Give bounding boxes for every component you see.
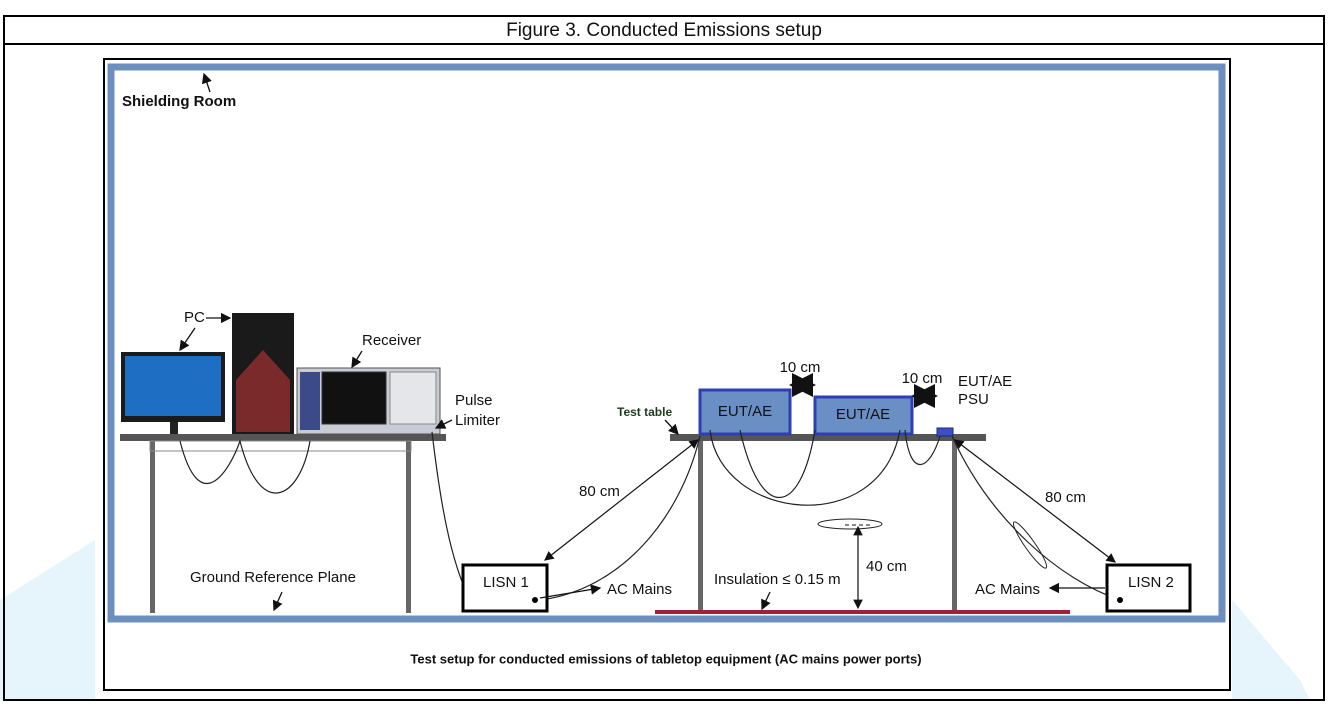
ac-mains-label: AC Mains (975, 581, 1040, 598)
table-leg (698, 441, 703, 613)
lisn (461, 563, 549, 613)
monitor-stand (170, 422, 178, 434)
shielding-room (107, 63, 1226, 623)
height-label: 40 cm (866, 558, 907, 575)
arrow (761, 591, 771, 611)
ac-mains-label: AC Mains (607, 581, 672, 598)
arrow (201, 72, 212, 93)
terminal (532, 597, 538, 603)
figure-frame (3, 15, 1325, 701)
arrow (351, 350, 363, 369)
eut-box (813, 395, 914, 436)
cable (739, 429, 816, 498)
shielding-room-label: Shielding Room (122, 93, 236, 110)
psu-label: EUT/AE (958, 373, 1012, 390)
arrow (664, 419, 679, 435)
lisn-label: LISN 2 (1128, 574, 1174, 591)
pulse-limiter-label: Pulse (455, 392, 493, 409)
table-leg (952, 441, 957, 613)
lisn (1105, 563, 1192, 613)
figure-title: Figure 3. Conducted Emissions setup (506, 20, 822, 41)
table (120, 434, 446, 441)
distance-label: 80 cm (1045, 489, 1086, 506)
eut-label: EUT/AE (718, 403, 772, 420)
receiver-keys (389, 371, 437, 425)
arrow (434, 419, 453, 429)
pc-label: PC (184, 309, 205, 326)
lisn-label: LISN 1 (483, 574, 529, 591)
terminal (1117, 597, 1123, 603)
table-leg (150, 441, 155, 613)
watermark (0, 540, 95, 700)
table-apron (149, 440, 412, 452)
cable-loop (817, 518, 883, 530)
table-leg (406, 441, 411, 613)
pulse-limiter-label: Limiter (455, 412, 500, 429)
watermark (1232, 600, 1310, 700)
caption: Test setup for conducted emissions of ta… (410, 651, 921, 666)
receiver-screen (321, 371, 387, 425)
monitor-screen (125, 356, 221, 416)
arrow (539, 584, 602, 599)
cable (904, 429, 941, 465)
eut-label: EUT/AE (836, 406, 890, 423)
pc-grille (236, 350, 290, 432)
arrow (272, 591, 283, 612)
arrow (179, 327, 196, 352)
eut-box (698, 388, 792, 436)
receiver-panel (300, 372, 320, 430)
receiver-label: Receiver (362, 332, 421, 349)
ground-plane-label: Ground Reference Plane (190, 569, 356, 586)
psu-box (936, 427, 954, 437)
cable (179, 438, 311, 494)
cable (709, 429, 901, 506)
dimension (544, 439, 699, 561)
insulation-label: Insulation ≤ 0.15 m (714, 571, 841, 588)
gap-label: 10 cm (902, 370, 943, 387)
table (670, 434, 986, 441)
psu-label: PSU (958, 391, 989, 408)
test-table-label: Test table (617, 405, 672, 419)
distance-label: 80 cm (579, 483, 620, 500)
gap-label: 10 cm (780, 359, 821, 376)
dimension (954, 439, 1116, 563)
